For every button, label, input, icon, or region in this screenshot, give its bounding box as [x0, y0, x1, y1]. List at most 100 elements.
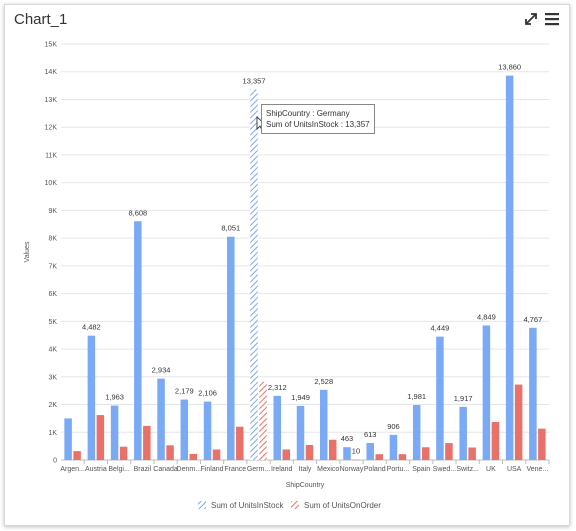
data-label: 1,949 — [291, 393, 310, 402]
bar-unitsinstock[interactable] — [157, 378, 165, 460]
legend-item-unitsonorder[interactable]: Sum of UnitsOnOrder — [291, 501, 381, 510]
bar-unitsonorder[interactable] — [212, 449, 221, 460]
bar-unitsinstock[interactable] — [203, 401, 212, 460]
x-axis-title: ShipCountry — [286, 482, 325, 489]
x-axis-ticks: Argen... Austria Belgi... Brazil CanadaDenm.… — [60, 460, 550, 473]
bar-unitsonorder[interactable] — [189, 453, 198, 460]
bar-unitsinstock[interactable] — [180, 399, 189, 460]
y-tick-label: 11K — [45, 152, 57, 159]
bar-unitsonorder[interactable] — [421, 447, 430, 460]
bar-unitsonorder[interactable] — [375, 454, 383, 460]
y-tick-label: 3K — [48, 374, 57, 381]
x-tick-label: Germ... — [247, 466, 270, 473]
data-label: 13,357 — [243, 77, 266, 86]
bar-unitsonorder[interactable] — [398, 454, 407, 460]
bar-unitsonorder[interactable] — [282, 449, 291, 460]
bar-unitsinstock[interactable] — [412, 405, 421, 460]
bar-unitsinstock[interactable] — [529, 327, 537, 460]
bar-unitsonorder[interactable] — [538, 428, 546, 460]
y-tick-label: 9K — [48, 208, 57, 215]
bar-unitsinstock[interactable] — [227, 236, 235, 460]
bar-unitsonorder[interactable] — [352, 459, 360, 461]
bar-unitsonorder[interactable] — [73, 451, 81, 460]
x-tick-label: Poland — [364, 466, 386, 473]
x-tick-label: Argen... — [60, 466, 85, 473]
x-tick-label: Italy — [299, 466, 312, 473]
x-tick-label: Canada — [153, 466, 178, 473]
y-tick-label: 12K — [45, 125, 58, 132]
legend-label-unitsonorder: Sum of UnitsOnOrder — [304, 501, 381, 510]
bar-unitsinstock[interactable] — [459, 406, 467, 460]
bar-unitsinstock[interactable] — [273, 395, 282, 460]
y-tick-label: 10K — [45, 180, 58, 187]
bar-unitsinstock[interactable] — [505, 75, 514, 460]
bar-unitsonorder[interactable] — [119, 446, 128, 460]
x-tick-label: Norway — [340, 466, 364, 473]
data-label: 906 — [387, 422, 400, 431]
bar-unitsonorder[interactable] — [514, 384, 523, 460]
y-axis-title: Values — [24, 241, 31, 262]
bar-unitsinstock[interactable] — [319, 389, 328, 460]
y-tick-label: 13K — [45, 97, 58, 104]
data-label: 1,963 — [105, 393, 124, 402]
x-tick-label: Belgi... — [108, 466, 129, 473]
bar-unitsonorder[interactable] — [305, 445, 314, 460]
bar-unitsonorder[interactable] — [236, 426, 244, 460]
legend-label-unitsinstock: Sum of UnitsInStock — [211, 501, 284, 510]
tooltip-line-country: ShipCountry : Germany — [266, 109, 350, 118]
data-label: 2,106 — [198, 389, 217, 398]
x-tick-label: Brazil — [134, 466, 152, 473]
x-tick-label: UK — [486, 466, 496, 473]
data-labels: 4,482 1,963 8,608 2,934 2,179 2,106 8,051 13,35… — [82, 63, 542, 456]
y-tick-label: 0 — [53, 458, 57, 465]
bars[interactable] — [64, 75, 546, 461]
hamburger-menu-icon[interactable] — [543, 10, 561, 28]
y-tick-label: 8K — [48, 236, 57, 243]
tooltip: ShipCountry : Germany Sum of UnitsInStoc… — [261, 104, 375, 134]
bar-unitsonorder[interactable] — [468, 447, 476, 460]
bar-unitsinstock[interactable] — [110, 405, 119, 460]
bar-unitsonorder[interactable] — [166, 445, 174, 460]
data-label: 613 — [364, 430, 377, 439]
x-tick-label: Mexico — [317, 466, 339, 473]
bar-unitsonorder[interactable] — [328, 439, 337, 460]
bar-unitsinstock[interactable] — [436, 336, 444, 460]
y-tick-label: 4K — [48, 347, 57, 354]
legend-item-unitsinstock[interactable]: Sum of UnitsInStock — [198, 501, 284, 510]
y-tick-label: 2K — [48, 402, 57, 409]
bar-unitsonorder[interactable] — [96, 415, 105, 460]
bar-unitsinstock[interactable] — [250, 89, 258, 461]
x-tick-label: Swed... — [433, 466, 456, 473]
bar-unitsonorder[interactable] — [259, 381, 267, 460]
chart-title: Chart_1 — [14, 11, 68, 28]
x-tick-label: France — [224, 466, 246, 473]
bar-unitsonorder[interactable] — [143, 425, 151, 460]
bar-unitsinstock[interactable] — [389, 434, 398, 460]
expand-arrows-icon[interactable] — [522, 10, 540, 28]
x-tick-label: Austria — [85, 466, 107, 473]
x-tick-label: Spain — [412, 466, 430, 473]
bar-unitsinstock[interactable] — [64, 418, 72, 460]
bar-unitsinstock[interactable] — [134, 221, 142, 460]
data-label: 4,767 — [523, 315, 542, 324]
y-tick-label: 6K — [48, 291, 57, 298]
x-tick-label: USA — [507, 466, 522, 473]
bar-unitsonorder[interactable] — [445, 443, 453, 460]
bar-unitsinstock[interactable] — [482, 325, 491, 460]
data-label: 463 — [341, 434, 354, 443]
data-label: 10 — [352, 447, 360, 456]
legend: Sum of UnitsInStock Sum of UnitsOnOrder — [198, 501, 381, 510]
bar-unitsinstock[interactable] — [296, 405, 305, 460]
data-label: 2,179 — [175, 387, 194, 396]
bar-unitsinstock[interactable] — [366, 442, 374, 460]
grid-lines — [61, 43, 549, 461]
x-tick-label: Denm... — [177, 466, 202, 473]
bar-unitsinstock[interactable] — [343, 447, 351, 460]
bar-unitsinstock[interactable] — [87, 335, 96, 460]
data-label: 4,449 — [431, 324, 450, 333]
bar-unitsonorder[interactable] — [491, 422, 500, 460]
legend-swatch-unitsinstock — [198, 501, 206, 509]
data-label: 1,917 — [454, 394, 473, 403]
tooltip-line-value: Sum of UnitsInStock : 13,357 — [266, 120, 370, 129]
